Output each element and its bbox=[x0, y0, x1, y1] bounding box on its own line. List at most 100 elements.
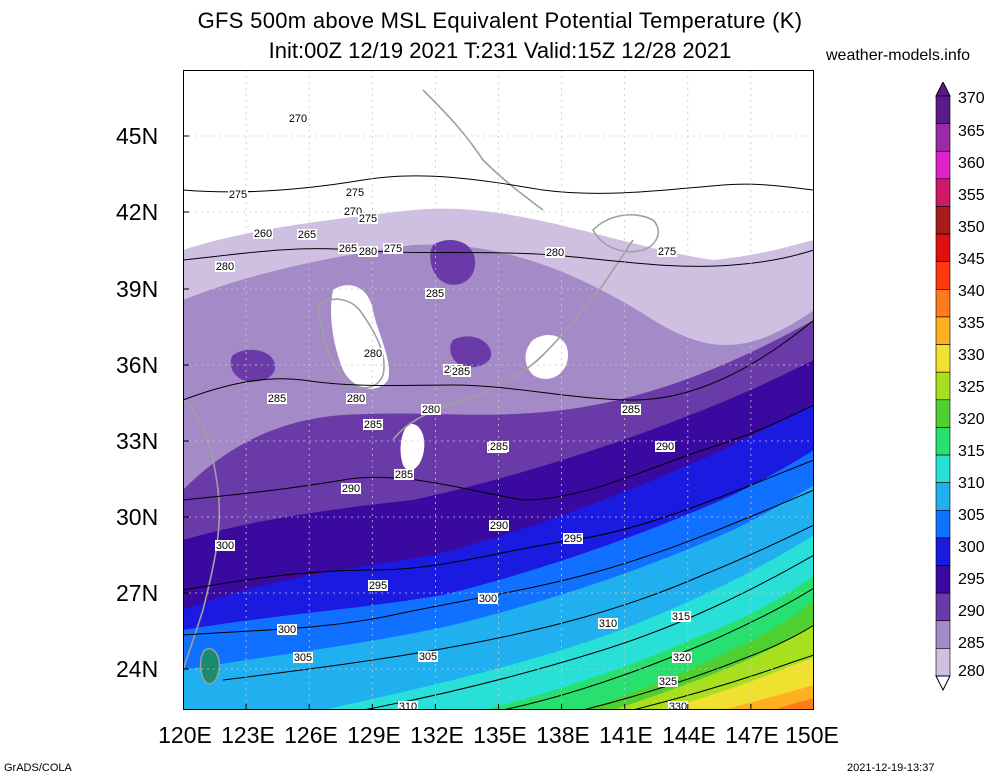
contour-label: 265 bbox=[338, 243, 358, 255]
contour-325 bbox=[632, 654, 814, 710]
contour-label: 310 bbox=[398, 701, 418, 710]
colorbar-swatch bbox=[935, 509, 951, 539]
band-345 bbox=[773, 698, 814, 710]
lon-tick-label: 132E bbox=[410, 722, 464, 748]
colorbar-swatch bbox=[935, 482, 951, 511]
lon-tick-label: 120E bbox=[158, 722, 212, 748]
contour-label: 300 bbox=[277, 624, 297, 636]
contour-305 bbox=[222, 524, 814, 681]
blob-1 bbox=[430, 240, 476, 285]
colorbar-label: 320 bbox=[958, 411, 985, 428]
contour-295 bbox=[183, 459, 814, 591]
contour-label: 265 bbox=[297, 229, 317, 241]
axis-ticks bbox=[182, 135, 815, 710]
kyushu-pocket bbox=[400, 424, 425, 471]
contour-label: 270 bbox=[288, 113, 308, 125]
contour-label-text: 280 bbox=[216, 261, 234, 273]
contour-290 bbox=[183, 404, 814, 501]
contour-label: 280 bbox=[358, 246, 378, 258]
colorbar-label: 325 bbox=[958, 379, 985, 396]
contour-label-text: 285 bbox=[490, 441, 508, 453]
contour-label-text: 275 bbox=[229, 189, 247, 201]
contour-label-text: 330 bbox=[669, 701, 687, 710]
contour-label-text: 305 bbox=[294, 652, 312, 664]
contour-285 bbox=[183, 319, 814, 401]
contour-label-text: 275 bbox=[658, 246, 676, 258]
contour-label: 275 bbox=[657, 246, 677, 258]
colorbar-label: 335 bbox=[958, 315, 985, 332]
map-panel: 270 275 260 265 275 270 275 265 275 280 280 280 275 2… bbox=[182, 70, 815, 710]
contour-label-text: 305 bbox=[419, 651, 437, 663]
contour-label: 285 bbox=[267, 393, 287, 405]
colorbar-label: 360 bbox=[958, 155, 985, 172]
lat-tick-label: 24N bbox=[116, 656, 159, 682]
colorbar-label: 370 bbox=[958, 90, 985, 107]
contour-label-text: 315 bbox=[672, 611, 690, 623]
korea-pocket bbox=[331, 285, 390, 389]
contour-label: 260 bbox=[253, 228, 273, 240]
contour-label: 285 bbox=[621, 404, 641, 416]
contour-label: 295 bbox=[368, 580, 388, 592]
chart-subtitle: Init:00Z 12/19 2021 T:231 Valid:15Z 12/2… bbox=[268, 38, 732, 63]
contour-280 bbox=[183, 248, 814, 267]
colorbar-label: 365 bbox=[958, 123, 985, 140]
contour-label-text: 285 bbox=[268, 393, 286, 405]
colorbar-swatch bbox=[935, 620, 951, 649]
contour-label: 285 bbox=[394, 469, 414, 481]
contour-label: 280 bbox=[363, 348, 383, 360]
contour-label-text: 295 bbox=[564, 533, 582, 545]
colorbar-swatch bbox=[935, 371, 951, 401]
chart-title: GFS 500m above MSL Equivalent Potential … bbox=[197, 8, 803, 33]
lon-tick-label: 147E bbox=[725, 722, 779, 748]
contour-label: 280 bbox=[545, 247, 565, 259]
colorbar-swatch bbox=[935, 592, 951, 622]
contour-label-text: 260 bbox=[254, 228, 272, 240]
contour-label-text: 280 bbox=[347, 393, 365, 405]
lon-tick-label: 126E bbox=[284, 722, 338, 748]
lat-tick-label: 42N bbox=[116, 199, 159, 225]
colorbar-label: 285 bbox=[958, 635, 985, 652]
contour-label: 290 bbox=[655, 441, 675, 453]
contour-label-text: 300 bbox=[278, 624, 296, 636]
colorbar-label: 300 bbox=[958, 539, 985, 556]
lon-tick-label: 141E bbox=[599, 722, 653, 748]
contour-label-text: 300 bbox=[216, 540, 234, 552]
contour-label: 275 bbox=[345, 187, 365, 199]
graticule bbox=[183, 70, 814, 710]
colorbar-swatch bbox=[935, 316, 951, 345]
colorbar-swatch bbox=[935, 565, 951, 594]
colorbar-swatch bbox=[935, 289, 951, 318]
lon-tick-label: 150E bbox=[785, 722, 839, 748]
lat-tick-label: 39N bbox=[116, 276, 159, 302]
contour-label-text: 285 bbox=[452, 366, 470, 378]
colorbar-label: 340 bbox=[958, 283, 985, 300]
lon-tick-label: 144E bbox=[662, 722, 716, 748]
honshu-pocket bbox=[525, 335, 568, 379]
band-340 bbox=[723, 685, 814, 710]
footer-timestamp: 2021-12-19-13:37 bbox=[847, 762, 935, 774]
lon-tick-label: 129E bbox=[347, 722, 401, 748]
contour-label-text: 275 bbox=[346, 187, 364, 199]
lon-tick-label: 123E bbox=[221, 722, 275, 748]
contour-label-text: 285 bbox=[426, 288, 444, 300]
contour-label-text: 280 bbox=[422, 404, 440, 416]
colorbar-label: 350 bbox=[958, 219, 985, 236]
lat-tick-label: 30N bbox=[116, 504, 159, 530]
contour-label: 305 bbox=[418, 651, 438, 663]
colorbar-swatch bbox=[935, 344, 951, 373]
russia-coast bbox=[422, 89, 544, 211]
colorbar-swatch bbox=[935, 427, 951, 456]
colorbar-label: 295 bbox=[958, 571, 985, 588]
contour-label: 300 bbox=[215, 540, 235, 552]
contour-label-text: 285 bbox=[395, 469, 413, 481]
contour-label: 285 bbox=[451, 366, 471, 378]
colorbar-label: 315 bbox=[958, 443, 985, 460]
contour-label: 280 bbox=[421, 404, 441, 416]
colorbar-label: 290 bbox=[958, 603, 985, 620]
contour-label: 290 bbox=[489, 520, 509, 532]
contour-label: 275 bbox=[358, 213, 378, 225]
lat-tick-label: 33N bbox=[116, 428, 159, 454]
contour-label: 285 bbox=[425, 288, 445, 300]
contour-label: 305 bbox=[293, 652, 313, 664]
